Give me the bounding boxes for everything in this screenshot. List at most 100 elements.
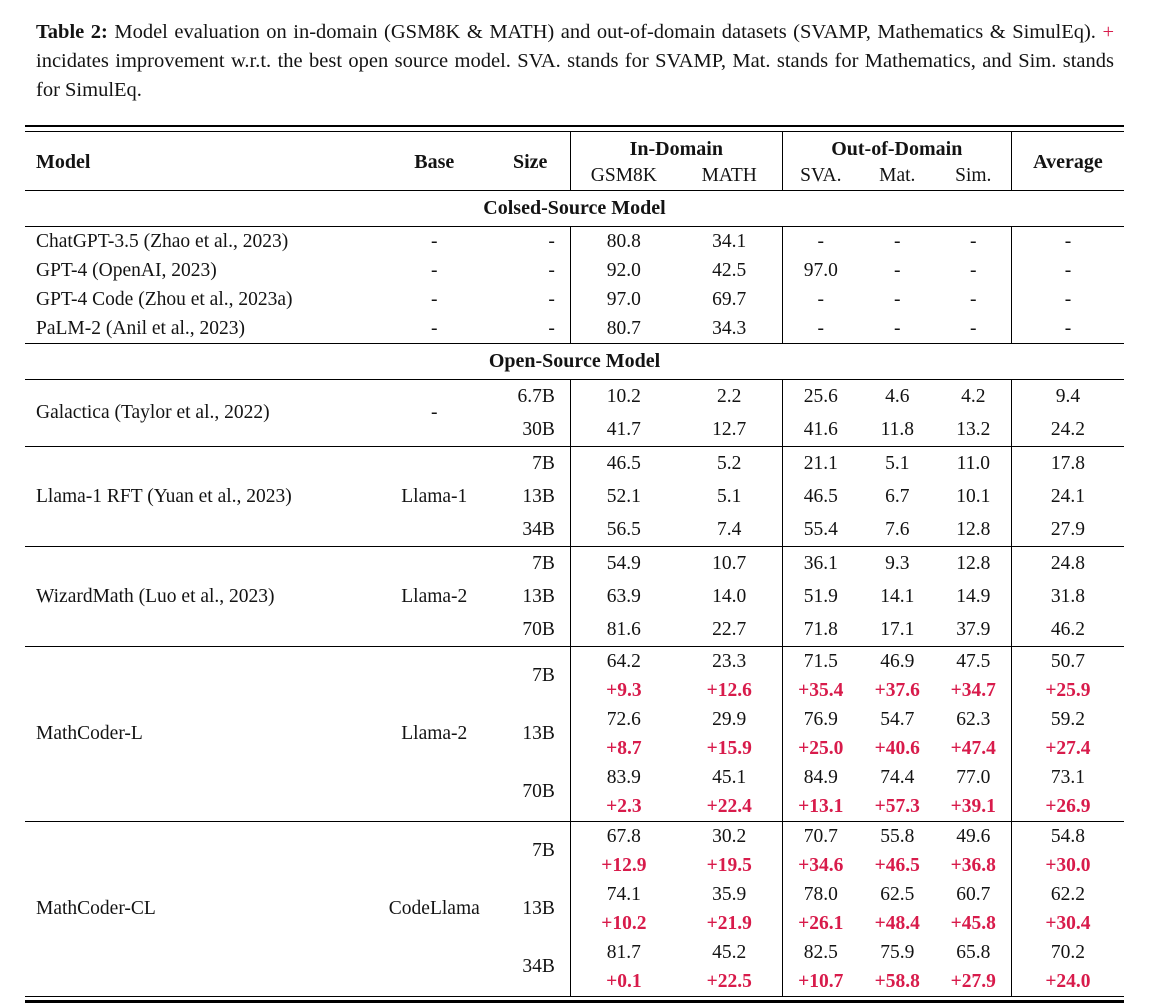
cell-sva-delta: +13.1 — [781, 792, 859, 822]
cell-average: 73.1 — [1010, 763, 1124, 793]
cell-sim: 13.2 — [956, 418, 991, 440]
cell-sva: 21.1 — [781, 446, 859, 481]
cell-model: GPT-4 (OpenAI, 2023) — [36, 259, 217, 281]
cell-math: 30.2 — [712, 825, 747, 847]
table-row: 13B 63.9 14.0 51.9 14.1 14.9 31.8 — [25, 580, 1124, 614]
col-header-model: Model — [36, 150, 91, 173]
cell-sim: 11.0 — [956, 452, 990, 474]
cell-average: - — [1010, 256, 1124, 286]
cell-math: 34.3 — [712, 317, 747, 339]
table-row: 70B 81.6 22.7 71.8 17.1 37.9 46.2 — [25, 613, 1124, 647]
cell-math: 45.1 — [712, 766, 747, 788]
cell-gsm8k: 74.1 — [569, 880, 677, 910]
section-title: Colsed-Source Model — [483, 197, 666, 220]
cell-mat: 14.1 — [880, 585, 915, 607]
improvement-row: +9.3 +12.6 +35.4 +37.6 +34.7 +25.9 — [25, 676, 1124, 706]
header-row-groups: Model Base Size In-Domain Out-of-Domain … — [25, 131, 1124, 191]
cell-sim: 10.1 — [956, 485, 991, 507]
col-group-in-domain: In-Domain — [569, 131, 783, 165]
cell-sva: 71.5 — [781, 646, 859, 677]
cell-sva: 82.5 — [781, 938, 859, 968]
cell-sva: 51.9 — [781, 580, 859, 614]
table-row: Galactica (Taylor et al., 2022) - 6.7B 1… — [25, 379, 1124, 423]
cell-sim: - — [970, 317, 977, 339]
cell-sim-delta: +36.8 — [950, 854, 996, 876]
cell-sva: - — [781, 314, 859, 344]
cell-size: - — [548, 230, 555, 252]
cell-mat: 7.6 — [885, 518, 910, 540]
cell-base: CodeLlama — [388, 898, 480, 920]
cell-sim-delta: +27.9 — [950, 970, 996, 992]
cell-mat: 4.6 — [885, 385, 910, 407]
cell-sim: - — [970, 259, 977, 281]
improvement-row: +12.9 +19.5 +34.6 +46.5 +36.8 +30.0 — [25, 851, 1124, 881]
cell-average: 54.8 — [1010, 821, 1124, 852]
cell-size: 34B — [522, 518, 555, 540]
section-closed-source: Colsed-Source Model — [25, 190, 1124, 227]
cell-mat: - — [894, 259, 901, 281]
cell-model: MathCoder-CL — [36, 898, 156, 920]
cell-average-delta: +26.9 — [1010, 792, 1124, 822]
cell-average-delta: +25.9 — [1010, 676, 1124, 706]
cell-sim: 49.6 — [956, 825, 991, 847]
cell-mat: - — [894, 317, 901, 339]
cell-sva: 36.1 — [781, 546, 859, 581]
cell-sim-delta: +45.8 — [950, 912, 996, 934]
cell-mat-delta: +40.6 — [874, 737, 920, 759]
cell-average: 27.9 — [1010, 513, 1124, 547]
cell-base: - — [431, 259, 438, 281]
section-open-source: Open-Source Model — [25, 343, 1124, 380]
cell-size: 70B — [522, 618, 555, 640]
cell-average: - — [1010, 314, 1124, 344]
cell-gsm8k: 80.7 — [569, 314, 677, 344]
cell-base: - — [431, 402, 438, 424]
cell-gsm8k: 64.2 — [569, 646, 677, 677]
cell-size: 7B — [532, 552, 555, 574]
cell-gsm8k-delta: +10.2 — [569, 909, 677, 939]
cell-base: Llama-2 — [401, 585, 468, 607]
cell-average: 70.2 — [1010, 938, 1124, 968]
cell-sva: 55.4 — [781, 513, 859, 547]
cell-gsm8k: 81.6 — [569, 613, 677, 647]
cell-average: 62.2 — [1010, 880, 1124, 910]
cell-size: 13B — [522, 898, 555, 920]
cell-math-delta: +21.9 — [706, 912, 752, 934]
improvement-row: +2.3 +22.4 +13.1 +57.3 +39.1 +26.9 — [25, 792, 1124, 822]
cell-size: 6.7B — [517, 385, 555, 407]
cell-math-delta: +15.9 — [706, 737, 752, 759]
cell-base: - — [431, 230, 438, 252]
cell-sim: 12.8 — [956, 552, 991, 574]
cell-model: GPT-4 Code (Zhou et al., 2023a) — [36, 288, 293, 310]
cell-math: 22.7 — [712, 618, 747, 640]
cell-gsm8k: 10.2 — [569, 379, 677, 414]
cell-math: 12.7 — [712, 418, 747, 440]
cell-sva: 46.5 — [781, 480, 859, 514]
cell-mat-delta: +57.3 — [874, 795, 920, 817]
cell-average-delta: +24.0 — [1010, 967, 1124, 997]
cell-sva: 41.6 — [781, 413, 859, 447]
cell-average: 24.1 — [1010, 480, 1124, 514]
cell-sim-delta: +34.7 — [950, 679, 996, 701]
cell-sim: 47.5 — [956, 650, 991, 672]
cell-mat: 9.3 — [885, 552, 910, 574]
table-row: MathCoder-L Llama-2 7B 64.2 23.3 71.5 46… — [25, 646, 1124, 744]
cell-size: 34B — [522, 956, 555, 978]
cell-mat: 74.4 — [880, 766, 915, 788]
cell-math: 5.2 — [717, 452, 742, 474]
cell-sva: 76.9 — [781, 705, 859, 735]
table-row: ChatGPT-3.5 (Zhao et al., 2023) - - 80.8… — [25, 226, 1124, 257]
cell-sva: 84.9 — [781, 763, 859, 793]
cell-math: 10.7 — [712, 552, 747, 574]
caption-label: Table 2: — [36, 21, 108, 43]
cell-sim: 60.7 — [956, 883, 991, 905]
cell-model: Llama-1 RFT (Yuan et al., 2023) — [36, 485, 292, 507]
col-header-average: Average — [1010, 131, 1124, 191]
col-header-base: Base — [414, 150, 455, 173]
cell-mat-delta: +58.8 — [874, 970, 920, 992]
cell-gsm8k-delta: +8.7 — [569, 734, 677, 764]
cell-math-delta: +22.4 — [706, 795, 752, 817]
cell-sim: - — [970, 288, 977, 310]
cell-size: - — [548, 317, 555, 339]
table-row: 13B 52.1 5.1 46.5 6.7 10.1 24.1 — [25, 480, 1124, 514]
